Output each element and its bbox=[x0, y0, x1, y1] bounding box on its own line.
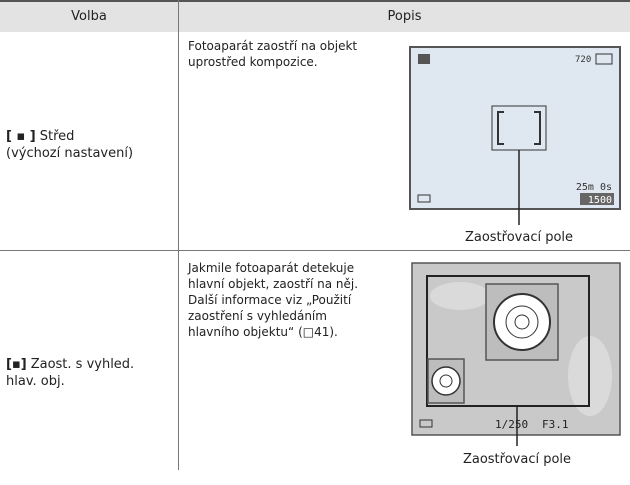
screen-text: 1500 bbox=[588, 195, 612, 206]
header-cell: Popis bbox=[179, 0, 630, 32]
description: Jakmile fotoaparát detekuje hlavní objekt… bbox=[188, 260, 403, 340]
option-text: Střed bbox=[39, 129, 75, 144]
header-cell: Volba bbox=[0, 0, 178, 32]
option-icon: [ ▪ ] bbox=[6, 129, 36, 144]
option: [ ▪ ] Střed (výchozí nastavení) bbox=[6, 128, 174, 162]
caption: Zaostřovací pole bbox=[465, 230, 573, 245]
column-divider bbox=[178, 0, 179, 470]
row-divider bbox=[0, 250, 630, 251]
description-line: hlavního objektu“ (□41). bbox=[188, 325, 338, 339]
screen-text: F3.1 bbox=[542, 418, 569, 431]
option-text: Zaost. s vyhled. bbox=[30, 357, 135, 372]
option-text: (výchozí nastavení) bbox=[6, 146, 134, 161]
screen-text: 25m 0s bbox=[576, 182, 612, 193]
option-icon: [▪] bbox=[6, 357, 27, 372]
description-line: uprostřed kompozice. bbox=[188, 55, 318, 69]
screen-text: 1/250 bbox=[495, 418, 528, 431]
option-text: hlav. obj. bbox=[6, 374, 65, 389]
option: [▪] Zaost. s vyhled. hlav. obj. bbox=[6, 356, 174, 390]
description-line: Fotoaparát zaostří na objekt bbox=[188, 39, 358, 53]
description-line: hlavní objekt, zaostří na něj. bbox=[188, 277, 359, 291]
screen-illustration: 1/250 F3.1 Zaostřovací pole bbox=[411, 262, 621, 467]
screen-text: 720 bbox=[575, 55, 591, 65]
screen-illustration: 720 25m 0s 1500 Zaostřovací pole bbox=[409, 46, 621, 245]
caption: Zaostřovací pole bbox=[463, 452, 571, 467]
description-line: Další informace viz „Použití bbox=[188, 293, 352, 307]
description-line: Jakmile fotoaparát detekuje bbox=[188, 261, 355, 275]
description: Fotoaparát zaostří na objekt uprostřed ko… bbox=[188, 38, 403, 70]
description-line: zaostření s vyhledáním bbox=[188, 309, 327, 323]
